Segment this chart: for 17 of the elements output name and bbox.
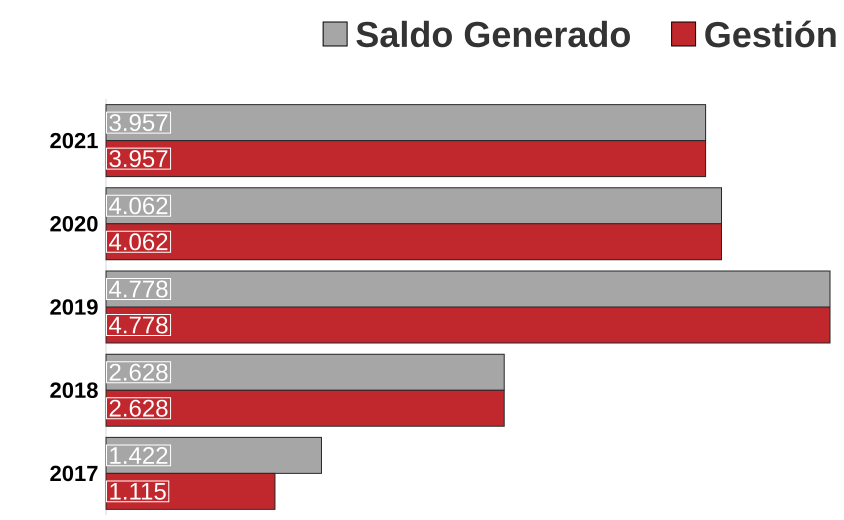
y-tick-label: 2017	[50, 466, 98, 482]
data-label: 1.115	[110, 483, 166, 500]
data-label: 1.422	[110, 447, 168, 464]
y-tick-label: 2019	[50, 299, 98, 315]
data-label: 2.628	[110, 364, 168, 381]
legend-label: Saldo Generado	[356, 20, 630, 48]
data-label: 4.778	[109, 316, 168, 334]
y-tick-label: 2021	[50, 132, 98, 148]
data-label: 3.957	[109, 150, 168, 168]
data-label: 3.957	[109, 114, 168, 132]
data-label: 4.778	[109, 280, 168, 298]
y-tick-label: 2020	[50, 216, 98, 232]
data-label: 2.628	[110, 400, 168, 417]
legend-label: Gestión	[705, 20, 836, 48]
data-label: 4.062	[109, 233, 168, 250]
data-label: 4.062	[109, 197, 168, 214]
y-tick-label: 2018	[50, 382, 98, 398]
